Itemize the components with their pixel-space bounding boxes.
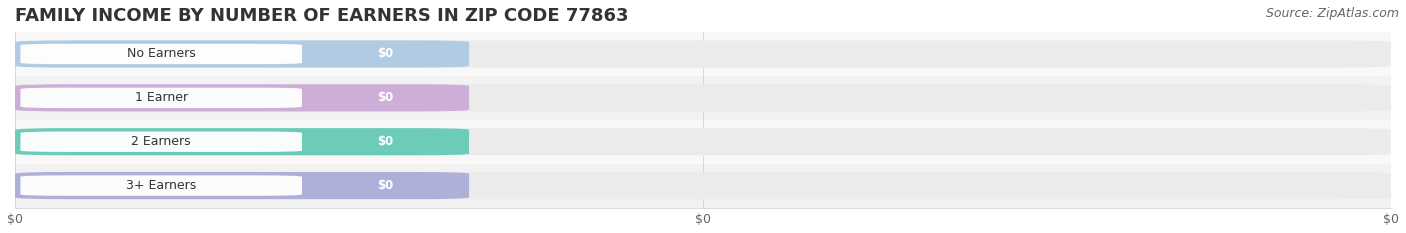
Text: $0: $0 xyxy=(377,135,394,148)
Bar xyxy=(15,164,1391,208)
FancyBboxPatch shape xyxy=(21,175,302,196)
FancyBboxPatch shape xyxy=(15,84,1391,111)
Bar xyxy=(15,32,1391,76)
Text: 3+ Earners: 3+ Earners xyxy=(127,179,197,192)
FancyBboxPatch shape xyxy=(15,40,470,68)
FancyBboxPatch shape xyxy=(15,172,470,199)
FancyBboxPatch shape xyxy=(21,88,302,108)
Text: $0: $0 xyxy=(377,179,394,192)
Text: $0: $0 xyxy=(377,48,394,61)
FancyBboxPatch shape xyxy=(15,128,1391,155)
FancyBboxPatch shape xyxy=(15,128,470,155)
Text: 2 Earners: 2 Earners xyxy=(131,135,191,148)
FancyBboxPatch shape xyxy=(15,40,1391,68)
FancyBboxPatch shape xyxy=(15,84,470,111)
FancyBboxPatch shape xyxy=(21,131,302,152)
Bar xyxy=(15,76,1391,120)
Text: Source: ZipAtlas.com: Source: ZipAtlas.com xyxy=(1265,7,1399,20)
Text: FAMILY INCOME BY NUMBER OF EARNERS IN ZIP CODE 77863: FAMILY INCOME BY NUMBER OF EARNERS IN ZI… xyxy=(15,7,628,25)
FancyBboxPatch shape xyxy=(21,44,302,64)
Text: No Earners: No Earners xyxy=(127,48,195,61)
Bar xyxy=(15,120,1391,164)
Text: 1 Earner: 1 Earner xyxy=(135,91,188,104)
FancyBboxPatch shape xyxy=(15,172,1391,199)
Text: $0: $0 xyxy=(377,91,394,104)
